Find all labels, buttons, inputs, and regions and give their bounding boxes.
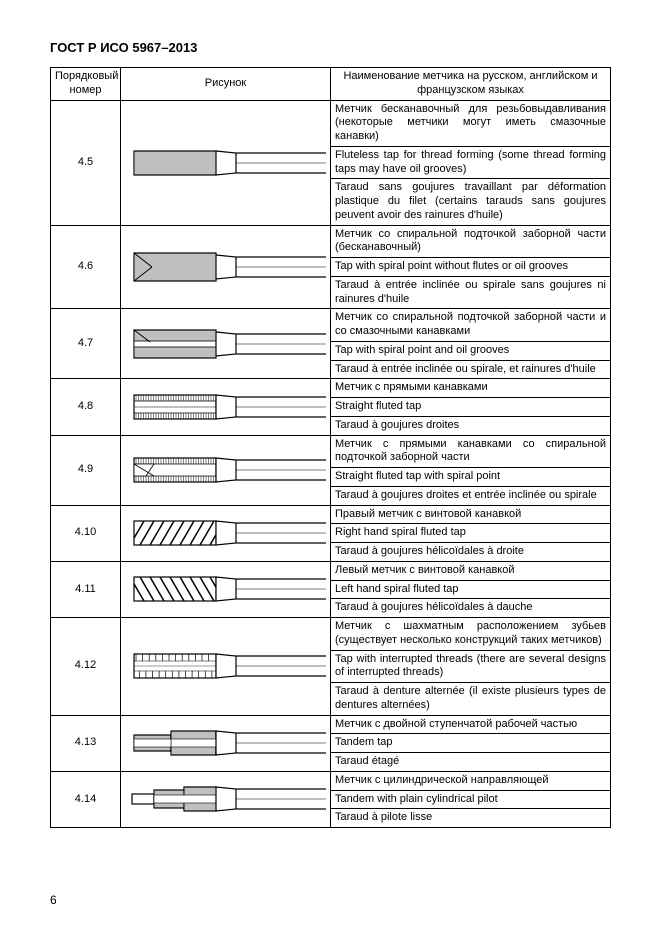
desc-en: Straight fluted tap: [331, 398, 611, 417]
desc-fr: Taraud à pilote lisse: [331, 809, 611, 828]
desc-fr: Taraud à denture alternée (il existe plu…: [331, 683, 611, 716]
desc-en: Tap with interrupted threads (there are …: [331, 650, 611, 683]
desc-en: Straight fluted tap with spiral point: [331, 468, 611, 487]
desc-ru: Правый метчик с винтовой канавкой: [331, 505, 611, 524]
desc-en: Tandem with plain cylindrical pilot: [331, 790, 611, 809]
page: ГОСТ Р ИСО 5967–2013 Порядковый номер Ри…: [0, 0, 661, 935]
desc-en: Tap with spiral point and oil grooves: [331, 341, 611, 360]
taps-table: Порядковый номер Рисунок Наименование ме…: [50, 67, 611, 828]
desc-fr: Taraud étagé: [331, 753, 611, 772]
tap-drawing: [121, 225, 331, 309]
desc-en: Left hand spiral fluted tap: [331, 580, 611, 599]
desc-en: Tandem tap: [331, 734, 611, 753]
row-number: 4.6: [51, 225, 121, 309]
tap-drawing: [121, 505, 331, 561]
tap-drawing: [121, 771, 331, 827]
tap-drawing: [121, 435, 331, 505]
desc-ru: Метчик со спиральной подточкой за­борной…: [331, 225, 611, 258]
row-number: 4.12: [51, 618, 121, 716]
desc-fr: Taraud à goujures droites et entrée incl…: [331, 486, 611, 505]
row-number: 4.11: [51, 561, 121, 617]
desc-fr: Taraud à goujures droites: [331, 416, 611, 435]
desc-fr: Taraud à goujures hélicoïdales à dauche: [331, 599, 611, 618]
row-number: 4.14: [51, 771, 121, 827]
desc-fr: Taraud à goujures hélicoïdales à droite: [331, 543, 611, 562]
desc-ru: Метчик бесканавочный для резьбовы­давлив…: [331, 100, 611, 146]
header-desc: Наименование метчика на русском, английс…: [331, 68, 611, 101]
header-num: Порядковый номер: [51, 68, 121, 101]
row-number: 4.7: [51, 309, 121, 379]
row-number: 4.13: [51, 715, 121, 771]
desc-fr: Taraud sans goujures travaillant par déf…: [331, 179, 611, 225]
desc-ru: Левый метчик с винтовой канавкой: [331, 561, 611, 580]
tap-drawing: [121, 100, 331, 225]
desc-fr: Taraud à entrée inclinée ou spirale sans…: [331, 276, 611, 309]
desc-ru: Метчик с прямыми канавками: [331, 379, 611, 398]
desc-en: Tap with spiral point without flutes or …: [331, 258, 611, 277]
tap-drawing: [121, 309, 331, 379]
tap-drawing: [121, 379, 331, 435]
desc-ru: Метчик с прямыми канавками со спи­рально…: [331, 435, 611, 468]
desc-ru: Метчик с шахматным расположением зубьев …: [331, 618, 611, 651]
desc-fr: Taraud à entrée inclinée ou spirale, et …: [331, 360, 611, 379]
page-number: 6: [50, 893, 57, 907]
row-number: 4.8: [51, 379, 121, 435]
document-title: ГОСТ Р ИСО 5967–2013: [50, 40, 611, 55]
tap-drawing: [121, 715, 331, 771]
desc-ru: Метчик со спиральной подточкой за­борной…: [331, 309, 611, 342]
desc-en: Fluteless tap for thread forming (some t…: [331, 146, 611, 179]
tap-drawing: [121, 561, 331, 617]
row-number: 4.5: [51, 100, 121, 225]
row-number: 4.9: [51, 435, 121, 505]
desc-ru: Метчик с двойной ступенчатой рабо­чей ча…: [331, 715, 611, 734]
desc-ru: Метчик с цилиндрической направля­ющей: [331, 771, 611, 790]
header-img: Рисунок: [121, 68, 331, 101]
desc-en: Right hand spiral fluted tap: [331, 524, 611, 543]
tap-drawing: [121, 618, 331, 716]
row-number: 4.10: [51, 505, 121, 561]
